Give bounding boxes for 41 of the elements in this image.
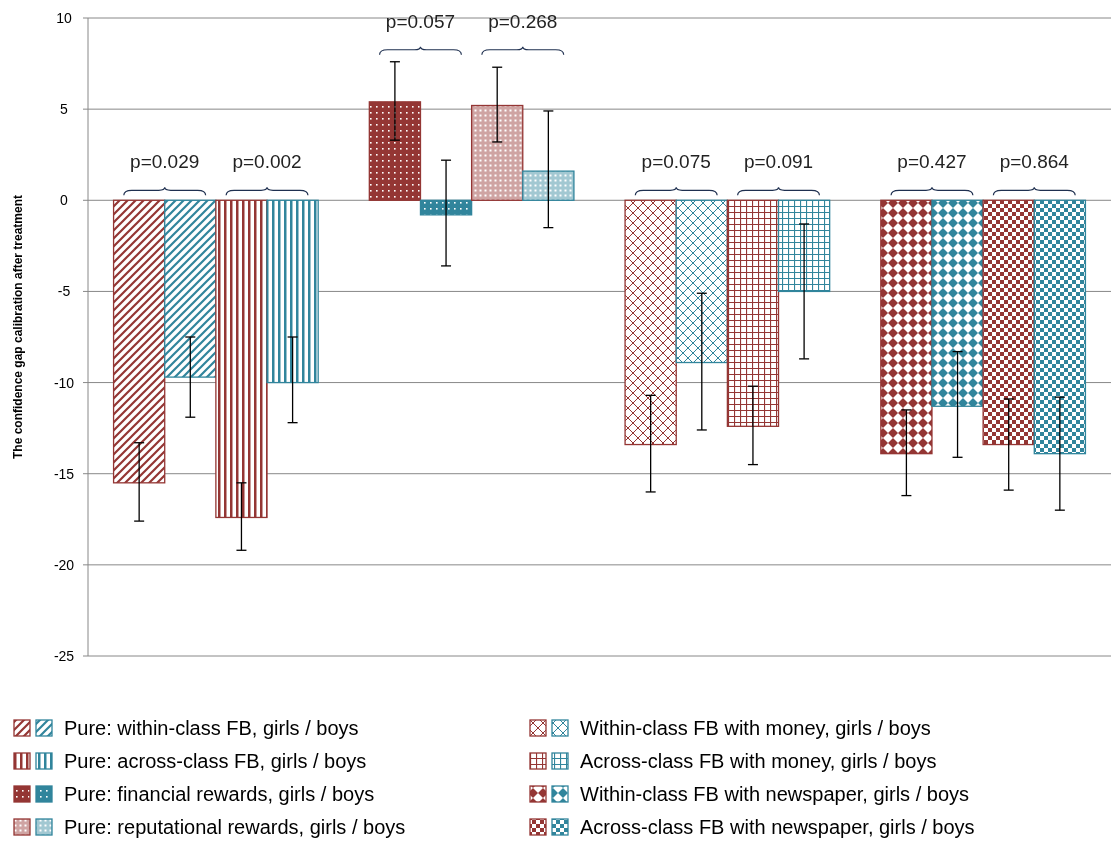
bar <box>880 199 933 455</box>
bar <box>470 104 524 201</box>
bar <box>522 170 575 201</box>
annotation: p=0.057 <box>385 10 456 32</box>
annotation: p=0.427 <box>897 151 967 173</box>
annotation: p=0.091 <box>743 151 814 173</box>
bar <box>931 199 984 407</box>
y-tick-label: -15 <box>53 465 75 482</box>
y-axis-title: The confidence gap calibration after treatment <box>11 194 25 460</box>
bar <box>215 199 268 519</box>
y-tick-label: -20 <box>53 556 75 573</box>
y-tick-label: -10 <box>53 374 75 391</box>
legend-label: Pure: across-class FB, girls / boys <box>64 750 367 772</box>
y-tick-label: -25 <box>53 648 75 664</box>
bar <box>1033 199 1087 455</box>
y-tick-label: 5 <box>60 101 69 118</box>
bar <box>368 101 422 201</box>
legend-label: Pure: financial rewards, girls / boys <box>64 783 375 805</box>
legend-label: Pure: reputational rewards, girls / boys <box>64 816 406 838</box>
legend-label: Pure: within-class FB, girls / boys <box>64 717 359 739</box>
bar <box>419 199 473 216</box>
y-tick-label: -5 <box>57 283 71 300</box>
legend-label: Within-class FB with newspaper, girls / boys <box>580 783 970 805</box>
bar <box>675 199 729 364</box>
bar <box>164 199 217 378</box>
annotation: p=0.864 <box>999 151 1070 173</box>
bar <box>624 199 677 446</box>
annotation: p=0.268 <box>488 10 558 32</box>
bar <box>266 199 319 384</box>
annotation: p=0.002 <box>232 151 302 173</box>
y-tick-label: 0 <box>60 192 69 209</box>
bar <box>726 199 780 427</box>
legend-label: Within-class FB with money, girls / boys <box>580 717 931 739</box>
annotation: p=0.029 <box>130 151 200 173</box>
bar <box>982 199 1035 446</box>
y-tick-label: 10 <box>56 10 72 26</box>
bar <box>777 199 831 293</box>
legend-label: Across-class FB with newspaper, girls / boys <box>580 816 975 838</box>
legend-label: Across-class FB with money, girls / boys <box>580 750 937 772</box>
bar <box>112 199 166 484</box>
annotation: p=0.075 <box>641 151 711 173</box>
